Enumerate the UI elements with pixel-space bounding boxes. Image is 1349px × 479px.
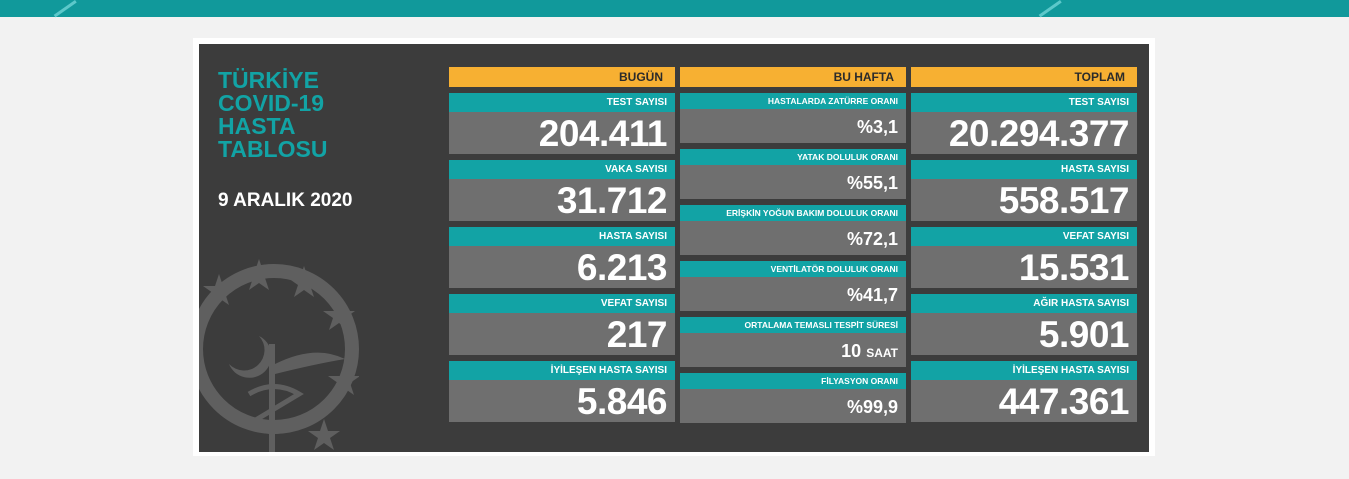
- stat-value: 6.213: [449, 246, 675, 288]
- stat-cell: AĞIR HASTA SAYISI 5.901: [911, 294, 1137, 355]
- stat-value: 204.411: [449, 112, 675, 154]
- stat-label: TEST SAYISI: [449, 93, 675, 112]
- stat-cell: VEFAT SAYISI 217: [449, 294, 675, 355]
- stat-label: İYİLEŞEN HASTA SAYISI: [449, 361, 675, 380]
- stat-label: VENTİLATÖR DOLULUK ORANI: [680, 261, 906, 277]
- stat-cell: FİLYASYON ORANI %99,9: [680, 373, 906, 423]
- page-title: TÜRKİYE COVID-19 HASTA TABLOSU: [218, 69, 327, 161]
- stat-cell: HASTA SAYISI 558.517: [911, 160, 1137, 221]
- stat-label: HASTA SAYISI: [911, 160, 1137, 179]
- stat-value: 10 SAAT: [680, 333, 906, 367]
- stat-value: %41,7: [680, 277, 906, 311]
- today-column-heading: BUGÜN: [449, 67, 675, 87]
- stat-label: VEFAT SAYISI: [911, 227, 1137, 246]
- today-column: BUGÜN TEST SAYISI 204.411 VAKA SAYISI 31…: [449, 67, 675, 422]
- stat-cell: TEST SAYISI 20.294.377: [911, 93, 1137, 154]
- stat-label: YATAK DOLULUK ORANI: [680, 149, 906, 165]
- stat-value: %99,9: [680, 389, 906, 423]
- stat-label: HASTALARDA ZATÜRRE ORANI: [680, 93, 906, 109]
- top-banner: [0, 0, 1349, 18]
- ministry-emblem-icon: [199, 259, 359, 452]
- stat-value: %55,1: [680, 165, 906, 199]
- stat-label: VAKA SAYISI: [449, 160, 675, 179]
- stat-cell: İYİLEŞEN HASTA SAYISI 447.361: [911, 361, 1137, 422]
- stat-value: 5.846: [449, 380, 675, 422]
- stat-value: 31.712: [449, 179, 675, 221]
- stat-label: VEFAT SAYISI: [449, 294, 675, 313]
- week-column: BU HAFTA HASTALARDA ZATÜRRE ORANI %3,1 Y…: [680, 67, 906, 423]
- stat-value: %3,1: [680, 109, 906, 143]
- stat-value: 447.361: [911, 380, 1137, 422]
- stat-value: %72,1: [680, 221, 906, 255]
- stat-cell: TEST SAYISI 204.411: [449, 93, 675, 154]
- stat-value: 558.517: [911, 179, 1137, 221]
- stat-cell: ORTALAMA TEMASLI TESPİT SÜRESİ 10 SAAT: [680, 317, 906, 367]
- banner-streak: [1038, 0, 1062, 18]
- title-line: TABLOSU: [218, 136, 328, 162]
- stat-label: FİLYASYON ORANI: [680, 373, 906, 389]
- stat-unit: SAAT: [866, 346, 898, 360]
- stat-cell: İYİLEŞEN HASTA SAYISI 5.846: [449, 361, 675, 422]
- stat-label: ERİŞKİN YOĞUN BAKIM DOLULUK ORANI: [680, 205, 906, 221]
- stat-number: 10: [841, 341, 862, 361]
- title-line: TÜRKİYE: [218, 67, 319, 93]
- week-column-heading: BU HAFTA: [680, 67, 906, 87]
- stat-cell: VENTİLATÖR DOLULUK ORANI %41,7: [680, 261, 906, 311]
- stat-value: 5.901: [911, 313, 1137, 355]
- stat-value: 15.531: [911, 246, 1137, 288]
- stat-cell: HASTALARDA ZATÜRRE ORANI %3,1: [680, 93, 906, 143]
- stat-cell: VAKA SAYISI 31.712: [449, 160, 675, 221]
- total-column: TOPLAM TEST SAYISI 20.294.377 HASTA SAYI…: [911, 67, 1137, 422]
- stat-value: 20.294.377: [911, 112, 1137, 154]
- stat-label: AĞIR HASTA SAYISI: [911, 294, 1137, 313]
- banner-streak: [53, 0, 77, 18]
- stat-label: ORTALAMA TEMASLI TESPİT SÜRESİ: [680, 317, 906, 333]
- stat-label: TEST SAYISI: [911, 93, 1137, 112]
- stat-cell: ERİŞKİN YOĞUN BAKIM DOLULUK ORANI %72,1: [680, 205, 906, 255]
- total-column-heading: TOPLAM: [911, 67, 1137, 87]
- stat-cell: HASTA SAYISI 6.213: [449, 227, 675, 288]
- stat-label: İYİLEŞEN HASTA SAYISI: [911, 361, 1137, 380]
- stat-value: 217: [449, 313, 675, 355]
- report-date: 9 ARALIK 2020: [218, 190, 353, 211]
- stat-label: HASTA SAYISI: [449, 227, 675, 246]
- title-line: HASTA: [218, 113, 296, 139]
- stat-cell: VEFAT SAYISI 15.531: [911, 227, 1137, 288]
- covid-table-panel: TÜRKİYE COVID-19 HASTA TABLOSU 9 ARALIK …: [199, 44, 1149, 452]
- title-line: COVID-19: [218, 90, 325, 116]
- stat-cell: YATAK DOLULUK ORANI %55,1: [680, 149, 906, 199]
